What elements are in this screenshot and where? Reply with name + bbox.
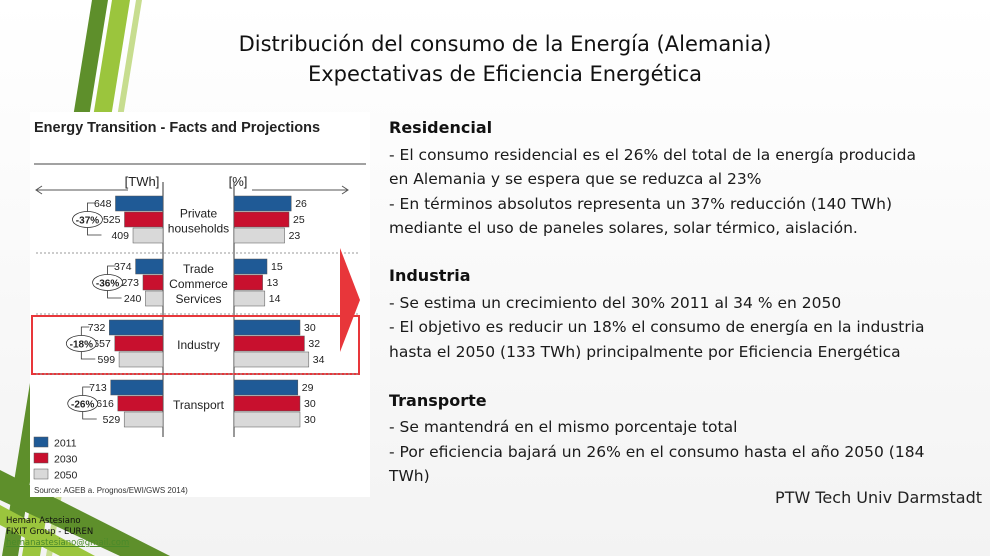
pct-bar [233, 290, 266, 307]
twh-value-label: 529 [103, 414, 121, 426]
change-ellipse [65, 335, 97, 352]
twh-bar [118, 351, 164, 368]
category-label: Industry [177, 338, 220, 352]
pct-value-label: 30 [304, 398, 316, 410]
author-block: Heman Astesiano FIXIT Group - EUREN hema… [6, 516, 129, 549]
twh-bar [135, 258, 164, 275]
twh-bar [110, 379, 164, 396]
residencial-line-2: en Alemania y se espera que se reduzca a… [389, 170, 762, 188]
residencial-line-4: mediante el uso de paneles solares, sola… [389, 219, 858, 237]
twh-bar [145, 290, 164, 307]
twh-value-label: 713 [89, 382, 107, 394]
twh-bar [132, 227, 164, 244]
pct-bar [233, 319, 301, 336]
change-label: -26% [71, 400, 94, 411]
category-label: Trade [183, 262, 214, 276]
pct-value-label: 23 [289, 230, 301, 242]
pct-value-label: 32 [308, 338, 320, 350]
twh-value-label: 599 [98, 354, 116, 366]
pct-bar [233, 195, 292, 212]
residencial-line-1: - El consumo residencial es el 26% del t… [389, 146, 916, 164]
pct-value-label: 34 [313, 354, 325, 366]
chart-source: Source: AGEB a. Prognos/EWI/GWS 2014) [34, 486, 188, 495]
twh-value-label: 616 [96, 398, 114, 410]
pct-value-label: 30 [304, 322, 316, 334]
change-ellipse [67, 395, 99, 412]
credit-label: PTW Tech Univ Darmstadt [775, 488, 982, 507]
twh-bar [109, 319, 164, 336]
author-name: Heman Astesiano [6, 516, 81, 526]
twh-bar [114, 335, 164, 352]
twh-bar [117, 395, 164, 412]
section-heading-industria: Industria [389, 266, 471, 285]
change-ellipse [92, 274, 123, 291]
twh-bar [124, 211, 164, 228]
left-axis-arrowhead [35, 185, 43, 195]
industry-highlight-box [31, 315, 360, 375]
twh-value-label: 657 [93, 338, 111, 350]
section-heading-residencial: Residencial [389, 118, 493, 137]
pct-bar [233, 395, 301, 412]
twh-bar [142, 274, 164, 291]
twh-value-label: 525 [103, 214, 121, 226]
pct-value-label: 14 [269, 293, 281, 305]
pct-bar [233, 411, 301, 428]
legend-label: 2011 [54, 438, 77, 450]
change-label: -37% [76, 216, 99, 227]
section-heading-transporte: Transporte [389, 391, 487, 410]
change-label: -18% [70, 340, 93, 351]
pct-bar [233, 335, 305, 352]
industria-line-1: - Se estima un crecimiento del 30% 2011 … [389, 294, 842, 312]
pct-bar [233, 379, 299, 396]
energy-chart-figure: Energy Transition - Facts and Projection… [30, 112, 370, 497]
twh-value-label: 648 [94, 198, 112, 210]
pct-bar [233, 227, 285, 244]
right-axis-arrowhead [341, 185, 349, 195]
pct-value-label: 25 [293, 214, 305, 226]
category-label: Private [180, 207, 218, 221]
residencial-line-3: - En términos absolutos representa un 37… [389, 195, 892, 213]
category-label: households [168, 222, 229, 236]
category-label: Services [175, 292, 221, 306]
legend-label: 2050 [54, 470, 78, 482]
category-label: Transport [173, 398, 225, 412]
twh-value-label: 374 [114, 261, 132, 273]
pct-bar [233, 211, 290, 228]
change-ellipse [72, 211, 103, 228]
change-label: -36% [96, 279, 119, 290]
green-swoosh-bottom-light [0, 505, 95, 556]
twh-value-label: 732 [88, 322, 106, 334]
pct-bar [233, 274, 263, 291]
pct-bar [233, 258, 268, 275]
transporte-line-2: - Por eficiencia bajará un 26% en el con… [389, 443, 925, 461]
chart-title: Energy Transition - Facts and Projection… [34, 120, 320, 136]
transporte-line-3: TWh) [389, 467, 430, 485]
twh-value-label: 273 [121, 277, 139, 289]
pct-bar [233, 351, 310, 368]
pct-value-label: 15 [271, 261, 283, 273]
pct-value-label: 29 [302, 382, 314, 394]
legend-swatch [33, 436, 49, 448]
author-org: FIXIT Group - EUREN [6, 527, 94, 537]
left-axis-label: [TWh] [125, 174, 160, 189]
right-axis-label: [%] [229, 174, 248, 189]
legend-label: 2030 [54, 454, 78, 466]
author-email-link[interactable]: hemanastesiano@gmail.com [6, 538, 130, 548]
pct-value-label: 13 [267, 277, 279, 289]
industria-line-2: - El objetivo es reducir un 18% el consu… [389, 318, 925, 336]
red-arrow-icon [340, 248, 360, 352]
transporte-line-1: - Se mantendrá en el mismo porcentaje to… [389, 418, 738, 436]
pct-value-label: 30 [304, 414, 316, 426]
twh-value-label: 240 [124, 293, 142, 305]
slide-title-line2: Expectativas de Eficiencia Energética [307, 62, 703, 86]
industria-line-3: hasta el 2050 (133 TWh) principalmente p… [389, 343, 901, 361]
slide-title-line1: Distribución del consumo de la Energía (… [238, 32, 772, 56]
legend-swatch [33, 468, 49, 480]
twh-bar [123, 411, 164, 428]
pct-value-label: 26 [295, 198, 307, 210]
category-label: Commerce [169, 277, 228, 291]
twh-value-label: 409 [111, 230, 129, 242]
twh-bar [115, 195, 164, 212]
legend-swatch [33, 452, 49, 464]
